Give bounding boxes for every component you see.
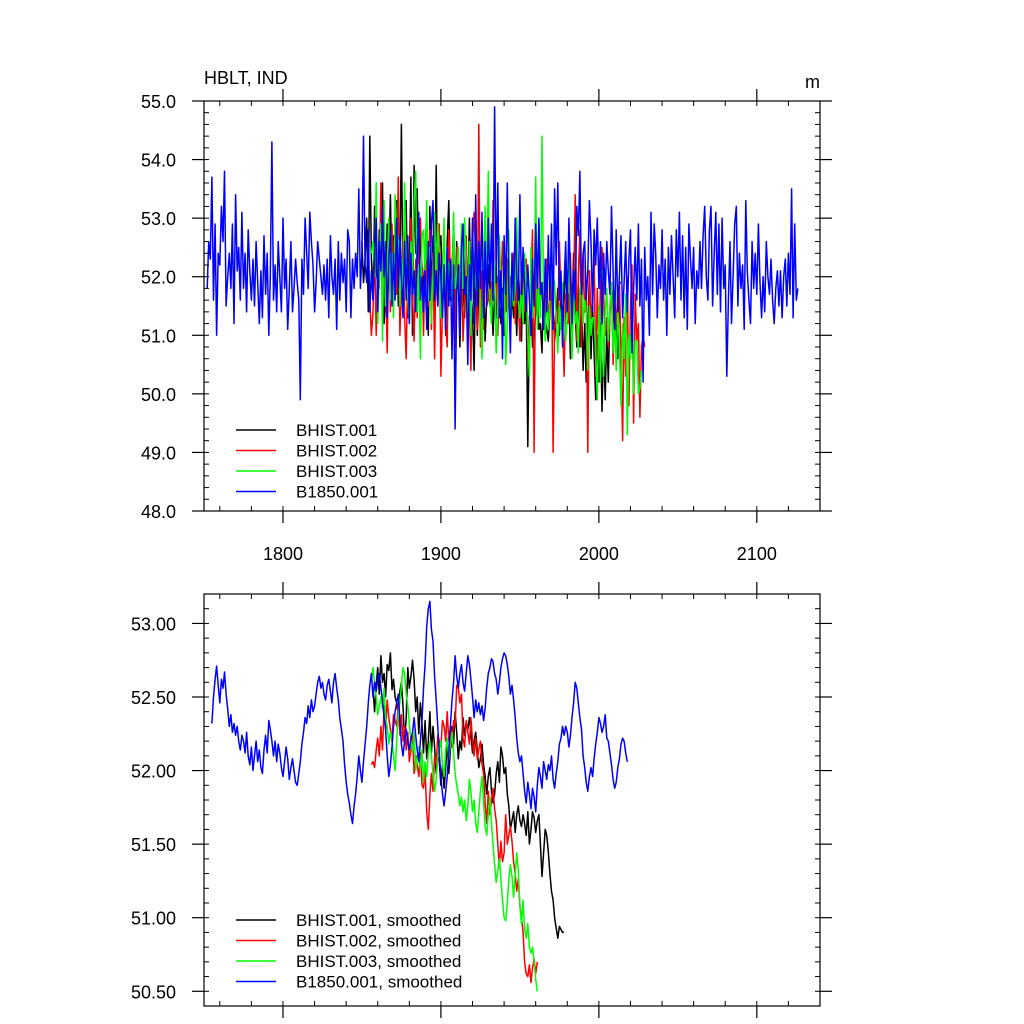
top-x-tick-label: 2100 (737, 544, 777, 564)
top-y-tick-label: 51.0 (141, 326, 176, 346)
top-x-tick-label: 1800 (263, 544, 303, 564)
top-legend-label: B1850.001 (296, 483, 378, 502)
bottom-series-b1850-001-smoothed (211, 600, 629, 825)
bottom-y-tick-label: 51.50 (131, 835, 176, 855)
top-x-tick-label: 2000 (579, 544, 619, 564)
top-y-tick-label: 53.0 (141, 209, 176, 229)
top-y-tick-label: 52.0 (141, 268, 176, 288)
bottom-legend: BHIST.001, smoothed BHIST.002, smoothedBH… (236, 911, 462, 992)
top-legend-label: BHIST.002 (296, 442, 377, 461)
top-plot-frame (203, 100, 821, 512)
top-panel-title: HBLT, IND (204, 68, 288, 88)
bottom-y-tick-label: 53.00 (131, 614, 176, 634)
top-series-bhist-002 (369, 123, 646, 454)
top-legend-label: BHIST.001 (296, 421, 377, 440)
top-series-bhist-003 (370, 135, 643, 436)
bottom-y-tick-label: 52.50 (131, 688, 176, 708)
top-panel: HBLT, IND m 48.0 49.0 50.0 51.0 52.0 53.0 54.0… (141, 68, 832, 564)
bottom-y-tick-label: 52.00 (131, 762, 176, 782)
bottom-legend-label: BHIST.003, smoothed (296, 952, 461, 971)
top-x-tick-label: 1900 (421, 544, 461, 564)
top-legend-label: BHIST.003 (296, 462, 377, 481)
bottom-y-tick-label: 50.50 (131, 982, 176, 1002)
bottom-panel: 50.50 51.00 51.50 52.00 52.50 53.00 BHIST.001,… (131, 582, 832, 1018)
bottom-legend-label: B1850.001, smoothed (296, 973, 462, 992)
top-panel-units: m (805, 72, 820, 92)
top-y-tick-label: 48.0 (141, 502, 176, 522)
top-y-tick-label: 55.0 (141, 92, 176, 112)
bottom-legend-label: BHIST.002, smoothed (296, 932, 461, 951)
top-y-tick-label: 54.0 (141, 151, 176, 171)
top-y-tick-label: 49.0 (141, 443, 176, 463)
bottom-y-tick-label: 51.00 (131, 909, 176, 929)
top-series-b1850-001 (206, 106, 799, 430)
top-y-tick-label: 50.0 (141, 385, 176, 405)
bottom-legend-label: BHIST.001, smoothed (296, 911, 461, 930)
